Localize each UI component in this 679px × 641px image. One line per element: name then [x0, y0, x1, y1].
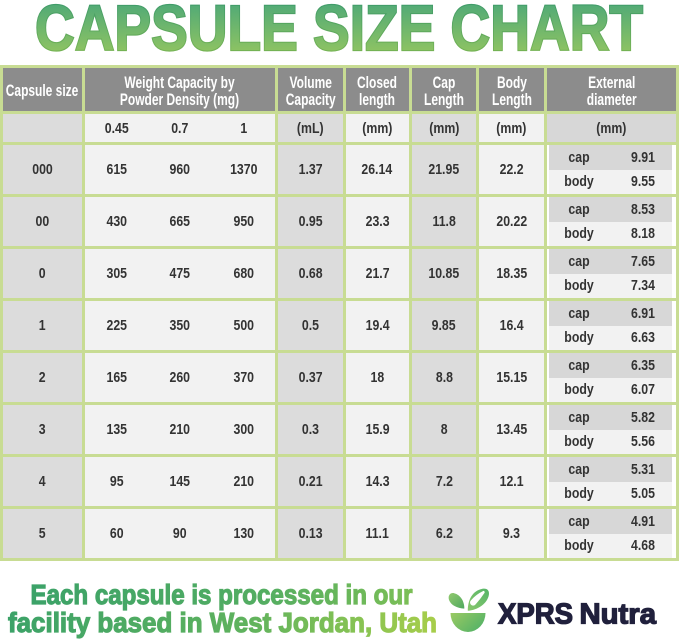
svg-text:Each capsule is processed in o: Each capsule is processed in our — [31, 579, 413, 610]
svg-text:facility based in West Jordan,: facility based in West Jordan, Utah — [8, 607, 437, 638]
svg-text:CAPSULE SIZE CHART: CAPSULE SIZE CHART — [35, 0, 643, 60]
